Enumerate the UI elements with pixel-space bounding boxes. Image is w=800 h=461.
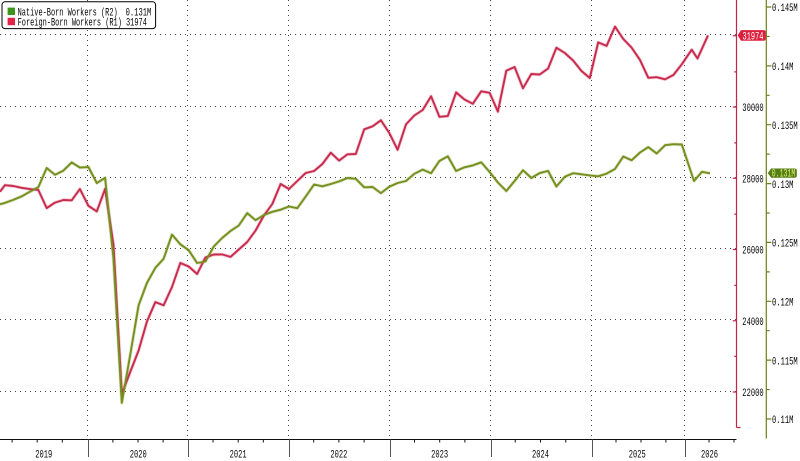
svg-text:31974: 31974 [126, 18, 147, 30]
svg-text:28000: 28000 [742, 174, 763, 186]
svg-text:2020: 2020 [130, 450, 147, 461]
svg-text:0.131M: 0.131M [772, 169, 796, 181]
svg-text:0.12M: 0.12M [772, 298, 793, 310]
svg-text:2019: 2019 [35, 450, 52, 461]
svg-text:0.115M: 0.115M [772, 356, 798, 368]
svg-text:0.145M: 0.145M [772, 3, 798, 15]
svg-text:2025: 2025 [629, 450, 646, 461]
svg-text:0.131M: 0.131M [126, 7, 152, 19]
svg-text:24000: 24000 [742, 317, 763, 329]
svg-text:2023: 2023 [431, 450, 448, 461]
svg-text:30000: 30000 [742, 103, 763, 115]
svg-text:0.14M: 0.14M [772, 62, 793, 74]
svg-text:0.135M: 0.135M [772, 121, 798, 133]
svg-text:31974: 31974 [743, 31, 764, 43]
svg-text:2022: 2022 [330, 450, 347, 461]
svg-text:0.125M: 0.125M [772, 239, 798, 251]
svg-text:0.11M: 0.11M [772, 415, 793, 427]
svg-text:26000: 26000 [742, 246, 763, 258]
svg-text:2021: 2021 [230, 450, 247, 461]
svg-text:2026: 2026 [701, 450, 718, 461]
svg-text:Native-Born Workers (R2): Native-Born Workers (R2) [18, 7, 118, 19]
svg-text:0.13M: 0.13M [772, 180, 793, 192]
svg-text:2024: 2024 [532, 450, 549, 461]
svg-text:Foreign-Born Workers (R1): Foreign-Born Workers (R1) [18, 18, 122, 30]
svg-text:22000: 22000 [742, 388, 763, 400]
